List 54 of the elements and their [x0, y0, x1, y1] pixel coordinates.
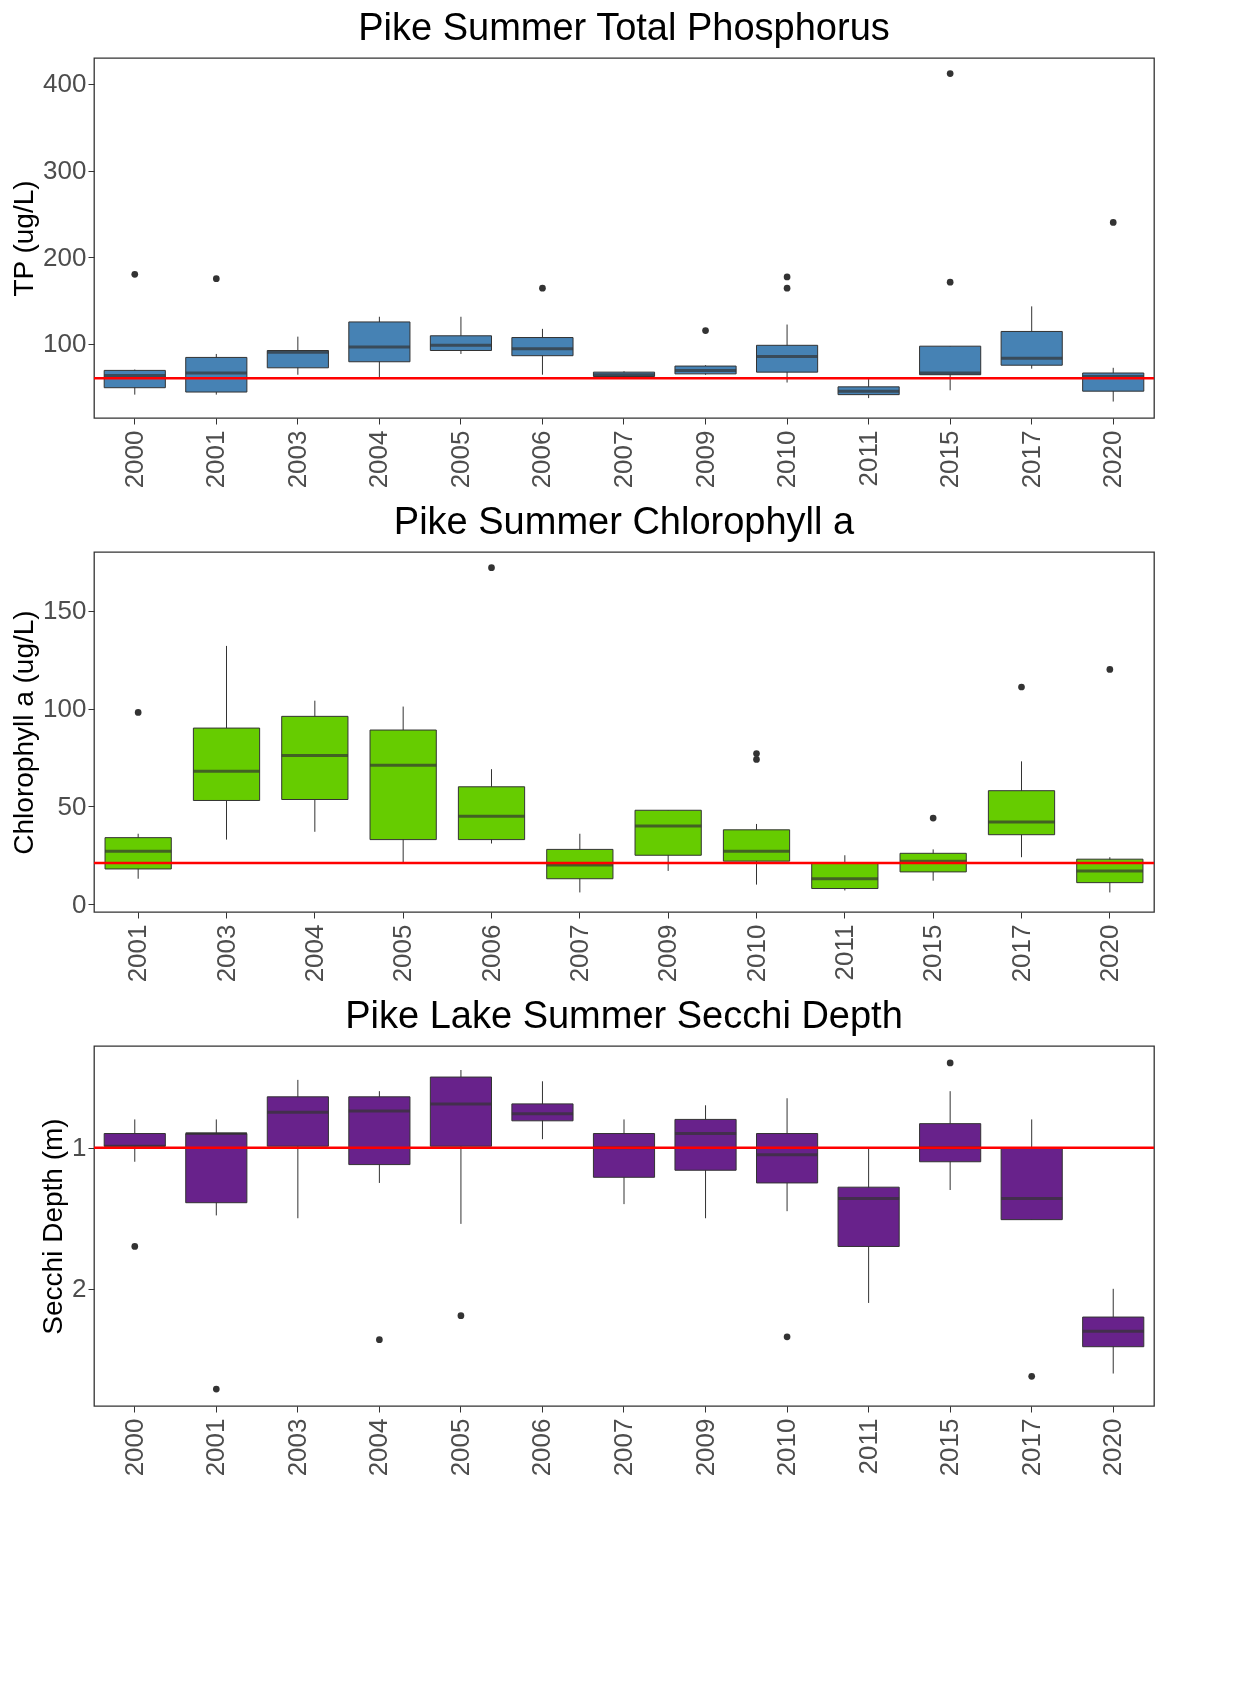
x-tick-label: 2001 [200, 1418, 231, 1477]
x-tick-label: 2020 [1097, 1418, 1128, 1477]
x-tick-label: 2009 [652, 924, 683, 983]
x-tick-label: 2017 [1005, 924, 1036, 983]
y-tick-label: 150 [43, 595, 87, 626]
y-tick-label: 100 [43, 693, 87, 724]
y-tick-label: 300 [43, 155, 87, 185]
y-tick-label: 100 [43, 328, 87, 359]
x-tick-label: 2009 [689, 1418, 720, 1477]
x-tick-label: 2003 [281, 430, 312, 489]
x-tick-label: 2001 [200, 430, 231, 489]
y-axis-title: Secchi Depth (m) [37, 1118, 69, 1335]
x-tick-label: 2010 [771, 430, 802, 489]
chart-title: Pike Summer Chlorophyll a [393, 500, 856, 542]
x-tick-label: 2005 [387, 924, 418, 983]
x-tick-label: 2006 [526, 1418, 557, 1477]
x-tick-label: 2011 [828, 924, 859, 981]
x-tick-label: 2004 [298, 924, 329, 983]
x-tick-label: 2015 [934, 430, 965, 489]
x-tick-label: 2010 [771, 1418, 802, 1477]
y-tick-label: 200 [43, 241, 87, 272]
x-tick-label: 2007 [608, 1418, 638, 1477]
x-tick-label: 2015 [934, 1418, 965, 1477]
x-tick-label: 2000 [118, 430, 149, 489]
x-tick-label: 2005 [444, 430, 475, 489]
x-tick-label: 2017 [1015, 1418, 1046, 1477]
x-tick-label: 2020 [1093, 924, 1124, 983]
y-axis-title: TP (ug/L) [8, 180, 40, 297]
x-tick-label: 2006 [526, 430, 557, 489]
x-tick-label: 2015 [917, 924, 948, 983]
x-tick-label: 2020 [1097, 430, 1128, 489]
x-tick-label: 2004 [363, 1418, 394, 1477]
y-axis-title: Chlorophyll a (ug/L) [8, 610, 40, 855]
y-tick-label: 50 [57, 790, 87, 821]
x-tick-label: 2007 [563, 924, 594, 983]
x-tick-label: 2011 [852, 1418, 883, 1475]
x-tick-label: 2003 [281, 1418, 312, 1477]
x-tick-label: 2009 [689, 430, 720, 489]
x-tick-label: 2003 [210, 924, 241, 983]
chart-title: Pike Summer Total Phosphorus [358, 6, 890, 48]
chart-title: Pike Lake Summer Secchi Depth [345, 994, 903, 1036]
x-tick-label: 2011 [852, 430, 883, 487]
x-tick-label: 2017 [1015, 430, 1046, 489]
y-tick-label: 0 [72, 888, 87, 919]
x-tick-label: 2010 [740, 924, 771, 983]
x-tick-label: 2000 [118, 1418, 149, 1477]
x-tick-label: 2006 [475, 924, 506, 983]
y-tick-label: 2 [72, 1273, 87, 1304]
x-tick-label: 2005 [444, 1418, 475, 1477]
y-tick-label: 1 [72, 1132, 87, 1163]
x-tick-label: 2007 [608, 430, 638, 489]
y-tick-label: 400 [43, 68, 87, 99]
x-tick-label: 2001 [122, 924, 153, 983]
x-tick-label: 2004 [363, 430, 394, 489]
